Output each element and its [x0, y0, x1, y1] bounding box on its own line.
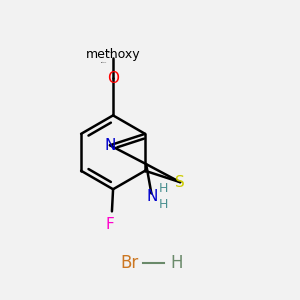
Text: Br: Br [120, 254, 139, 272]
Text: N: N [104, 138, 116, 153]
Text: N: N [146, 189, 158, 204]
Text: methoxy: methoxy [86, 48, 140, 61]
Text: O: O [107, 71, 119, 86]
Text: H: H [159, 182, 168, 195]
Text: F: F [105, 217, 114, 232]
Text: S: S [175, 175, 185, 190]
Text: methoxy: methoxy [101, 62, 107, 63]
Text: H: H [171, 254, 183, 272]
Text: H: H [159, 198, 168, 212]
Text: methoxy: methoxy [108, 51, 114, 52]
